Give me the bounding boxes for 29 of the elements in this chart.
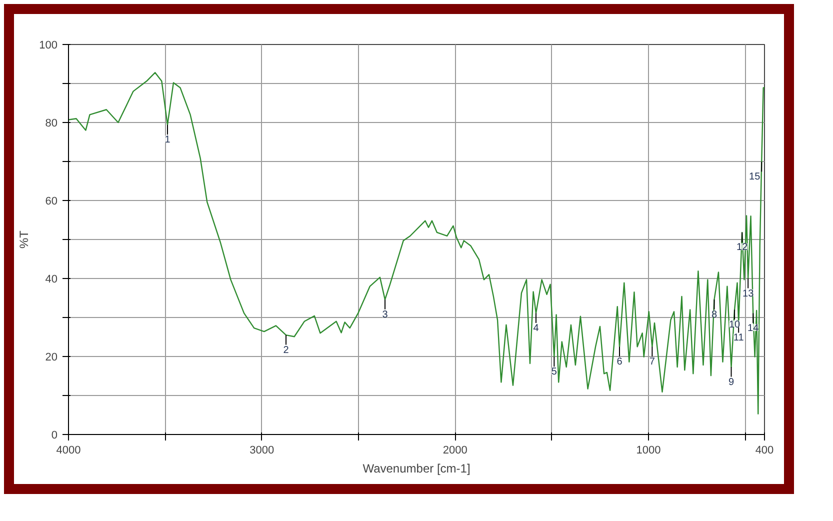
annotation: 10 [728,319,741,330]
annotation: 5 [551,366,558,378]
y-tick-label: 0 [51,430,58,442]
x-tick-label: 4000 [56,444,81,456]
x-tick-label: 3000 [250,444,274,456]
annotation: 1 [164,134,171,146]
x-axis-title: Wavenumber [cm-1] [362,462,470,476]
line-series [68,72,764,414]
annotation: 8 [711,309,718,320]
x-tick-label: 1000 [636,444,661,456]
y-axis-title: %T [17,230,32,248]
annotation: 2 [283,344,290,356]
annotation: 12 [736,242,748,254]
annotation: 3 [382,309,388,320]
x-tick-label: 400 [755,444,774,456]
annotation: 4 [533,322,540,334]
annotation: 13 [742,288,754,300]
y-tick-label: 20 [45,352,58,364]
y-tick-label: 80 [45,118,58,130]
annotation: 7 [649,356,656,368]
annotation: 9 [728,376,734,388]
y-tick-label: 60 [45,196,58,208]
annotation: 15 [749,172,761,183]
x-tick-label: 2000 [442,444,468,456]
annotation: 14 [748,322,760,334]
annotation: 11 [733,332,744,344]
y-tick-label: 100 [39,40,58,52]
y-tick-label: 40 [45,274,58,286]
annotation: 6 [616,356,623,368]
